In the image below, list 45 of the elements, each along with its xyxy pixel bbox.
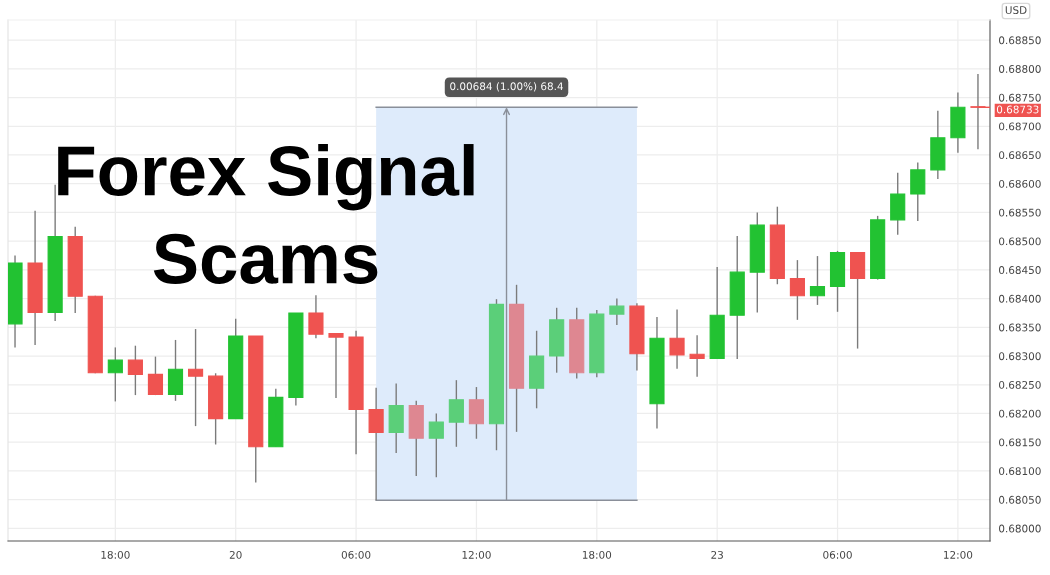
candlestick	[127, 345, 143, 396]
y-tick-label: 0.68600	[999, 179, 1041, 188]
y-tick-label: 0.68100	[999, 467, 1041, 476]
x-tick-label: 12:00	[462, 550, 491, 559]
candlestick	[107, 346, 123, 403]
y-tick-label: 0.68450	[999, 266, 1041, 274]
x-tick-label: 18:00	[101, 550, 130, 559]
candlestick	[187, 328, 204, 427]
y-tick-label: 0.68400	[999, 294, 1041, 303]
candlestick	[970, 73, 986, 150]
candlestick	[428, 412, 444, 478]
x-tick-label: 23	[711, 550, 723, 559]
y-tick-label: 0.68250	[999, 380, 1041, 389]
y-tick-label: 0.68800	[999, 65, 1041, 73]
candlestick	[147, 355, 164, 396]
y-tick-label: 0.68850	[999, 36, 1041, 45]
y-tick-label: 0.68500	[999, 237, 1041, 246]
x-tick-label: 06:00	[341, 550, 371, 559]
y-tick-label: 0.68350	[999, 323, 1041, 332]
text: Forex Signal Scams	[58, 144, 474, 284]
candlestick	[368, 386, 384, 501]
candlestick	[609, 297, 625, 326]
candlestick	[809, 255, 826, 306]
y-tick-label: 0.68700	[999, 122, 1041, 131]
x-tick-label: 12:00	[944, 550, 973, 559]
candlestick	[448, 379, 464, 448]
y-tick-label: 0.68650	[999, 151, 1041, 160]
candlestick	[308, 294, 324, 339]
candlestick	[669, 308, 685, 370]
y-tick-label: 0.68750	[999, 93, 1041, 102]
y-tick-label: 0.68150	[999, 438, 1041, 447]
y-tick-label: 0.68300	[999, 352, 1041, 361]
annotation: 0.00684 (1.00%) 68.4	[450, 82, 563, 92]
x-tick-label: 18:00	[582, 550, 612, 559]
y-tick-label: 0.68050	[999, 495, 1041, 504]
candlestick	[689, 334, 705, 378]
candlestick	[328, 332, 344, 399]
x-tick-label: 06:00	[823, 550, 852, 559]
x-tick-label: 20	[229, 550, 242, 559]
ref-line-label: 0.68733	[996, 105, 1039, 114]
y-axis-title: USD	[1005, 6, 1027, 15]
y-tick-label: 0.68550	[999, 208, 1041, 217]
candlestick	[789, 259, 805, 321]
y-tick-label: 0.68200	[999, 409, 1041, 418]
y-tick-label: 0.68000	[999, 524, 1041, 533]
